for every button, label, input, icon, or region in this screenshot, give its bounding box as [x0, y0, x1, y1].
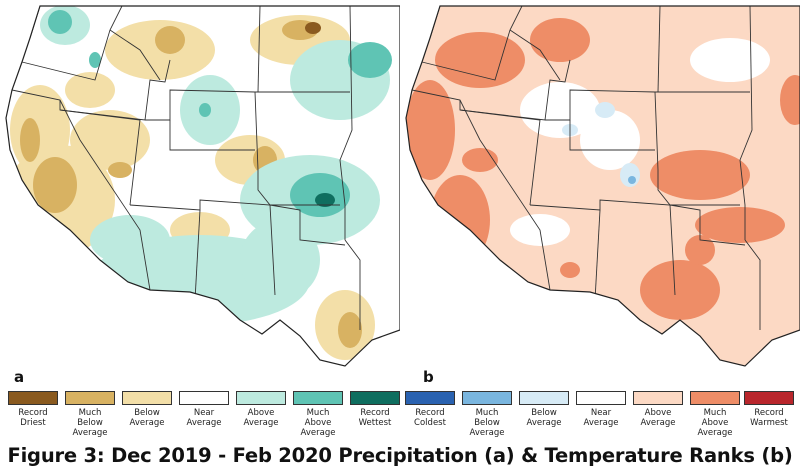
- temperature-map-svg: [405, 5, 800, 367]
- legend-label: Below Average: [526, 408, 562, 428]
- panel-label-b: b: [423, 368, 434, 386]
- legend-swatch: [744, 391, 794, 405]
- legend-item-above-precip: Above Average: [232, 391, 290, 428]
- precipitation-map: [0, 0, 400, 368]
- legend-swatch: [293, 391, 343, 405]
- legend-label: Record Warmest: [750, 408, 788, 428]
- legend-swatch: [633, 391, 683, 405]
- legend-label: Record Driest: [18, 408, 48, 428]
- legend-label: Near Average: [583, 408, 619, 428]
- legend-item-above-temp: Above Average: [629, 391, 687, 428]
- legend-item-record-driest: Record Driest: [4, 391, 62, 428]
- legend-item-record-wettest: Record Wettest: [346, 391, 404, 428]
- legend-item-record-warmest: Record Warmest: [740, 391, 798, 428]
- legend-label: Record Coldest: [414, 408, 446, 428]
- legend-label: Much Above Average: [300, 408, 336, 438]
- legend-label: Much Below Average: [469, 408, 505, 438]
- legend-item-much-below-precip: Much Below Average: [61, 391, 119, 438]
- legend-item-below-precip: Below Average: [118, 391, 176, 428]
- legend-swatch: [8, 391, 58, 405]
- legend-label: Above Average: [640, 408, 676, 428]
- legend-label: Below Average: [129, 408, 165, 428]
- figure-caption: Figure 3: Dec 2019 - Feb 2020 Precipitat…: [7, 444, 793, 467]
- legend-swatch: [350, 391, 400, 405]
- legend-item-near-temp: Near Average: [572, 391, 630, 428]
- legend-swatch: [405, 391, 455, 405]
- legend-item-much-above-precip: Much Above Average: [289, 391, 347, 438]
- legend-swatch: [179, 391, 229, 405]
- legend-swatch: [462, 391, 512, 405]
- legend-item-below-temp: Below Average: [515, 391, 573, 428]
- legend: Record Driest Much Below Average Below A…: [0, 391, 800, 445]
- legend-swatch: [65, 391, 115, 405]
- legend-swatch: [576, 391, 626, 405]
- precipitation-map-svg: [5, 5, 400, 367]
- legend-swatch: [690, 391, 740, 405]
- temperature-map: [400, 0, 800, 368]
- legend-item-much-above-temp: Much Above Average: [686, 391, 744, 438]
- legend-label: Much Above Average: [697, 408, 733, 438]
- legend-swatch: [236, 391, 286, 405]
- legend-label: Near Average: [186, 408, 222, 428]
- legend-swatch: [519, 391, 569, 405]
- legend-label: Above Average: [243, 408, 279, 428]
- legend-item-near-precip: Near Average: [175, 391, 233, 428]
- legend-label: Record Wettest: [358, 408, 392, 428]
- panel-label-a: a: [14, 368, 25, 386]
- legend-item-record-coldest: Record Coldest: [401, 391, 459, 428]
- legend-item-much-below-temp: Much Below Average: [458, 391, 516, 438]
- legend-swatch: [122, 391, 172, 405]
- legend-label: Much Below Average: [72, 408, 108, 438]
